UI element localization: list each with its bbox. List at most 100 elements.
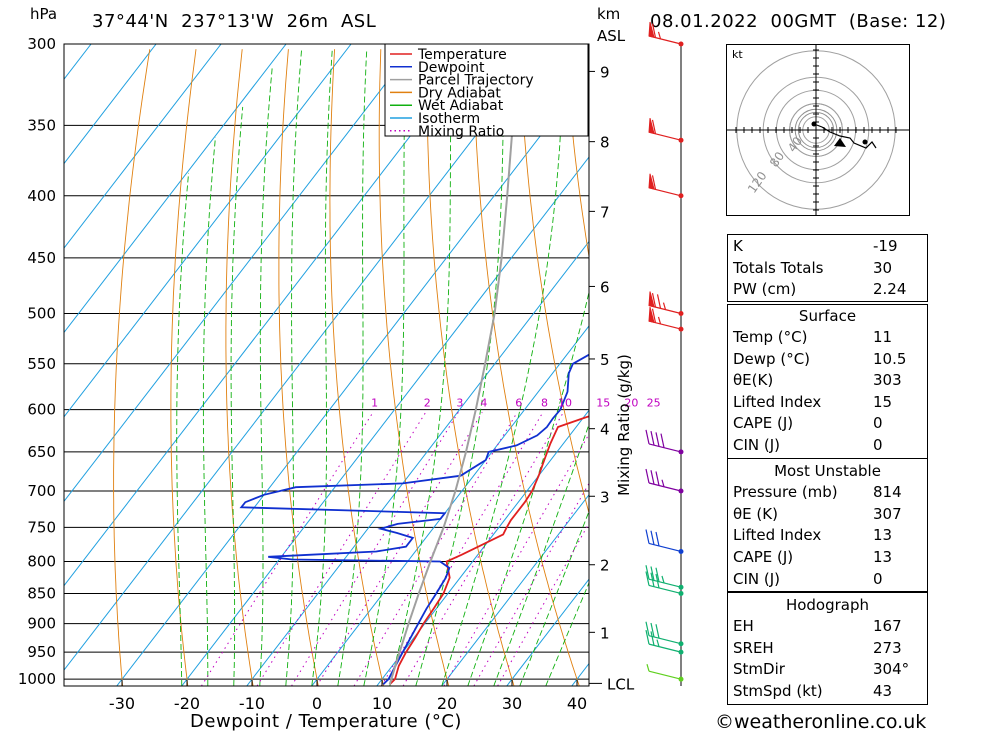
- mixing-ratio-line: [402, 412, 564, 686]
- legend-label: Mixing Ratio: [418, 124, 504, 140]
- surface-index-label: CAPE (J): [733, 414, 794, 432]
- isotherm-line: [64, 44, 417, 503]
- km-tick-label: 2: [600, 557, 610, 575]
- isotherm-line: [64, 44, 287, 334]
- general-index-row: PW (cm) 2.24: [728, 279, 927, 300]
- general-index-value: 30: [873, 258, 893, 277]
- wet-adiabat-line: [415, 49, 505, 686]
- wet-adiabat-line: [176, 172, 190, 686]
- wind-barb-pennant: [648, 21, 655, 38]
- km-tick-label: 3: [600, 488, 610, 506]
- wet-adiabat-line: [493, 423, 589, 686]
- x-tick-label: -10: [239, 694, 265, 713]
- unstable-index-label: CIN (J): [733, 569, 781, 588]
- footer-credit[interactable]: ©weatheronline.co.uk: [715, 711, 927, 733]
- isotherm-line: [181, 156, 589, 686]
- isotherm-line: [64, 44, 547, 671]
- km-tick-label: 9: [600, 63, 610, 81]
- km-tick-label: 1: [600, 624, 610, 642]
- wind-barb-flag: [650, 631, 655, 646]
- indices-general-box: K -19 Totals Totals 30 PW (cm) 2.24: [727, 234, 928, 302]
- km-unit-label: km: [597, 5, 621, 23]
- km-tick-label: 7: [600, 203, 610, 221]
- pressure-tick-label: 300: [27, 35, 56, 53]
- unstable-index-row: CAPE (J) 13: [728, 547, 927, 568]
- wind-barb-flag: [650, 572, 655, 587]
- isotherm-line: [64, 44, 352, 418]
- wet-adiabat-line: [337, 49, 368, 686]
- unstable-index-row: Pressure (mb) 814: [728, 482, 927, 503]
- wind-barb-flag: [655, 471, 660, 486]
- surface-index-row: θE(K) 303: [728, 370, 927, 391]
- datetime-title: 08.01.2022 00GMT (Base: 12): [650, 11, 947, 32]
- hodograph-storm-motion-marker: [834, 138, 846, 147]
- pressure-tick-label: 900: [27, 615, 56, 633]
- hodo-index-value: 167: [873, 617, 902, 635]
- wind-barb-half-flag: [657, 316, 662, 325]
- x-axis-label: Dewpoint / Temperature (°C): [190, 711, 462, 732]
- x-tick-label: 0: [312, 694, 322, 713]
- mixing-ratio-line: [291, 412, 459, 686]
- hodo-index-value: 304°: [873, 660, 910, 678]
- surface-index-value: 0: [873, 435, 883, 454]
- wind-barb-shaft: [648, 635, 682, 645]
- dry-adiabat-line: [378, 49, 450, 686]
- wet-adiabat-line: [441, 49, 565, 686]
- wind-barb-flag: [651, 175, 657, 190]
- surface-index-value: 0: [873, 414, 883, 432]
- pressure-tick-label: 500: [27, 304, 56, 322]
- dry-adiabat-line: [225, 49, 254, 686]
- unstable-index-label: Lifted Index: [733, 526, 822, 545]
- surface-index-row: Temp (°C) 11: [728, 327, 927, 348]
- mixing-ratio-line: [443, 433, 589, 686]
- legend-label: Dry Adiabat: [418, 85, 501, 101]
- general-index-row: K -19: [728, 236, 927, 257]
- wind-barb-flag: [645, 529, 650, 544]
- isotherm-line: [64, 44, 222, 249]
- mixing-ratio-label: 4: [480, 397, 487, 410]
- legend-label: Wet Adiabat: [418, 98, 504, 114]
- mixing-ratio-label: 6: [515, 397, 522, 410]
- wind-barb-pennant: [648, 291, 655, 308]
- wind-barb-flag: [650, 431, 655, 446]
- dry-adiabat-line: [981, 49, 1000, 686]
- hodograph-unit-label: kt: [732, 48, 743, 61]
- wind-barb-flag: [655, 624, 660, 639]
- isotherm-line: [64, 44, 157, 165]
- hodograph-trace: [813, 123, 877, 149]
- wind-barb-flag: [650, 566, 655, 581]
- hodo-index-label: StmSpd (kt): [733, 681, 823, 700]
- dry-adiabat-line: [426, 49, 515, 686]
- legend-label: Dewpoint: [418, 60, 485, 76]
- legend-box: [384, 43, 589, 137]
- dewpoint-line: [239, 353, 589, 686]
- unstable-index-label: θE (K): [733, 504, 778, 523]
- unstable-index-value: 13: [873, 526, 893, 545]
- asl-unit-label: ASL: [597, 27, 626, 45]
- surface-index-row: CIN (J) 0: [728, 435, 927, 456]
- hodo-index-label: EH: [733, 617, 754, 635]
- wind-barb-flag: [655, 573, 660, 589]
- surface-index-label: θE(K): [733, 371, 774, 389]
- wind-barb-shaft: [648, 584, 682, 595]
- wet-adiabat-line: [467, 290, 589, 686]
- temperature-line: [389, 415, 589, 686]
- wind-barb-flag: [651, 292, 657, 308]
- wind-barb-flag: [650, 530, 655, 545]
- wind-barb-flag: [656, 294, 662, 309]
- isotherm-line: [0, 44, 26, 686]
- surface-index-label: CIN (J): [733, 435, 781, 454]
- surface-index-value: 303: [873, 371, 902, 389]
- dry-adiabat-line: [113, 49, 151, 686]
- wind-barb-flag: [651, 308, 657, 323]
- wind-barb-half-flag: [661, 479, 665, 487]
- isotherm-line: [376, 409, 589, 686]
- general-index-label: Totals Totals: [733, 258, 824, 277]
- hodo-index-value: 273: [873, 638, 902, 657]
- isotherm-line: [311, 325, 589, 686]
- wind-barb-flag: [655, 567, 660, 582]
- unstable-index-value: 814: [873, 483, 902, 501]
- general-index-label: PW (cm): [733, 280, 797, 298]
- mixing-ratio-line: [316, 412, 483, 686]
